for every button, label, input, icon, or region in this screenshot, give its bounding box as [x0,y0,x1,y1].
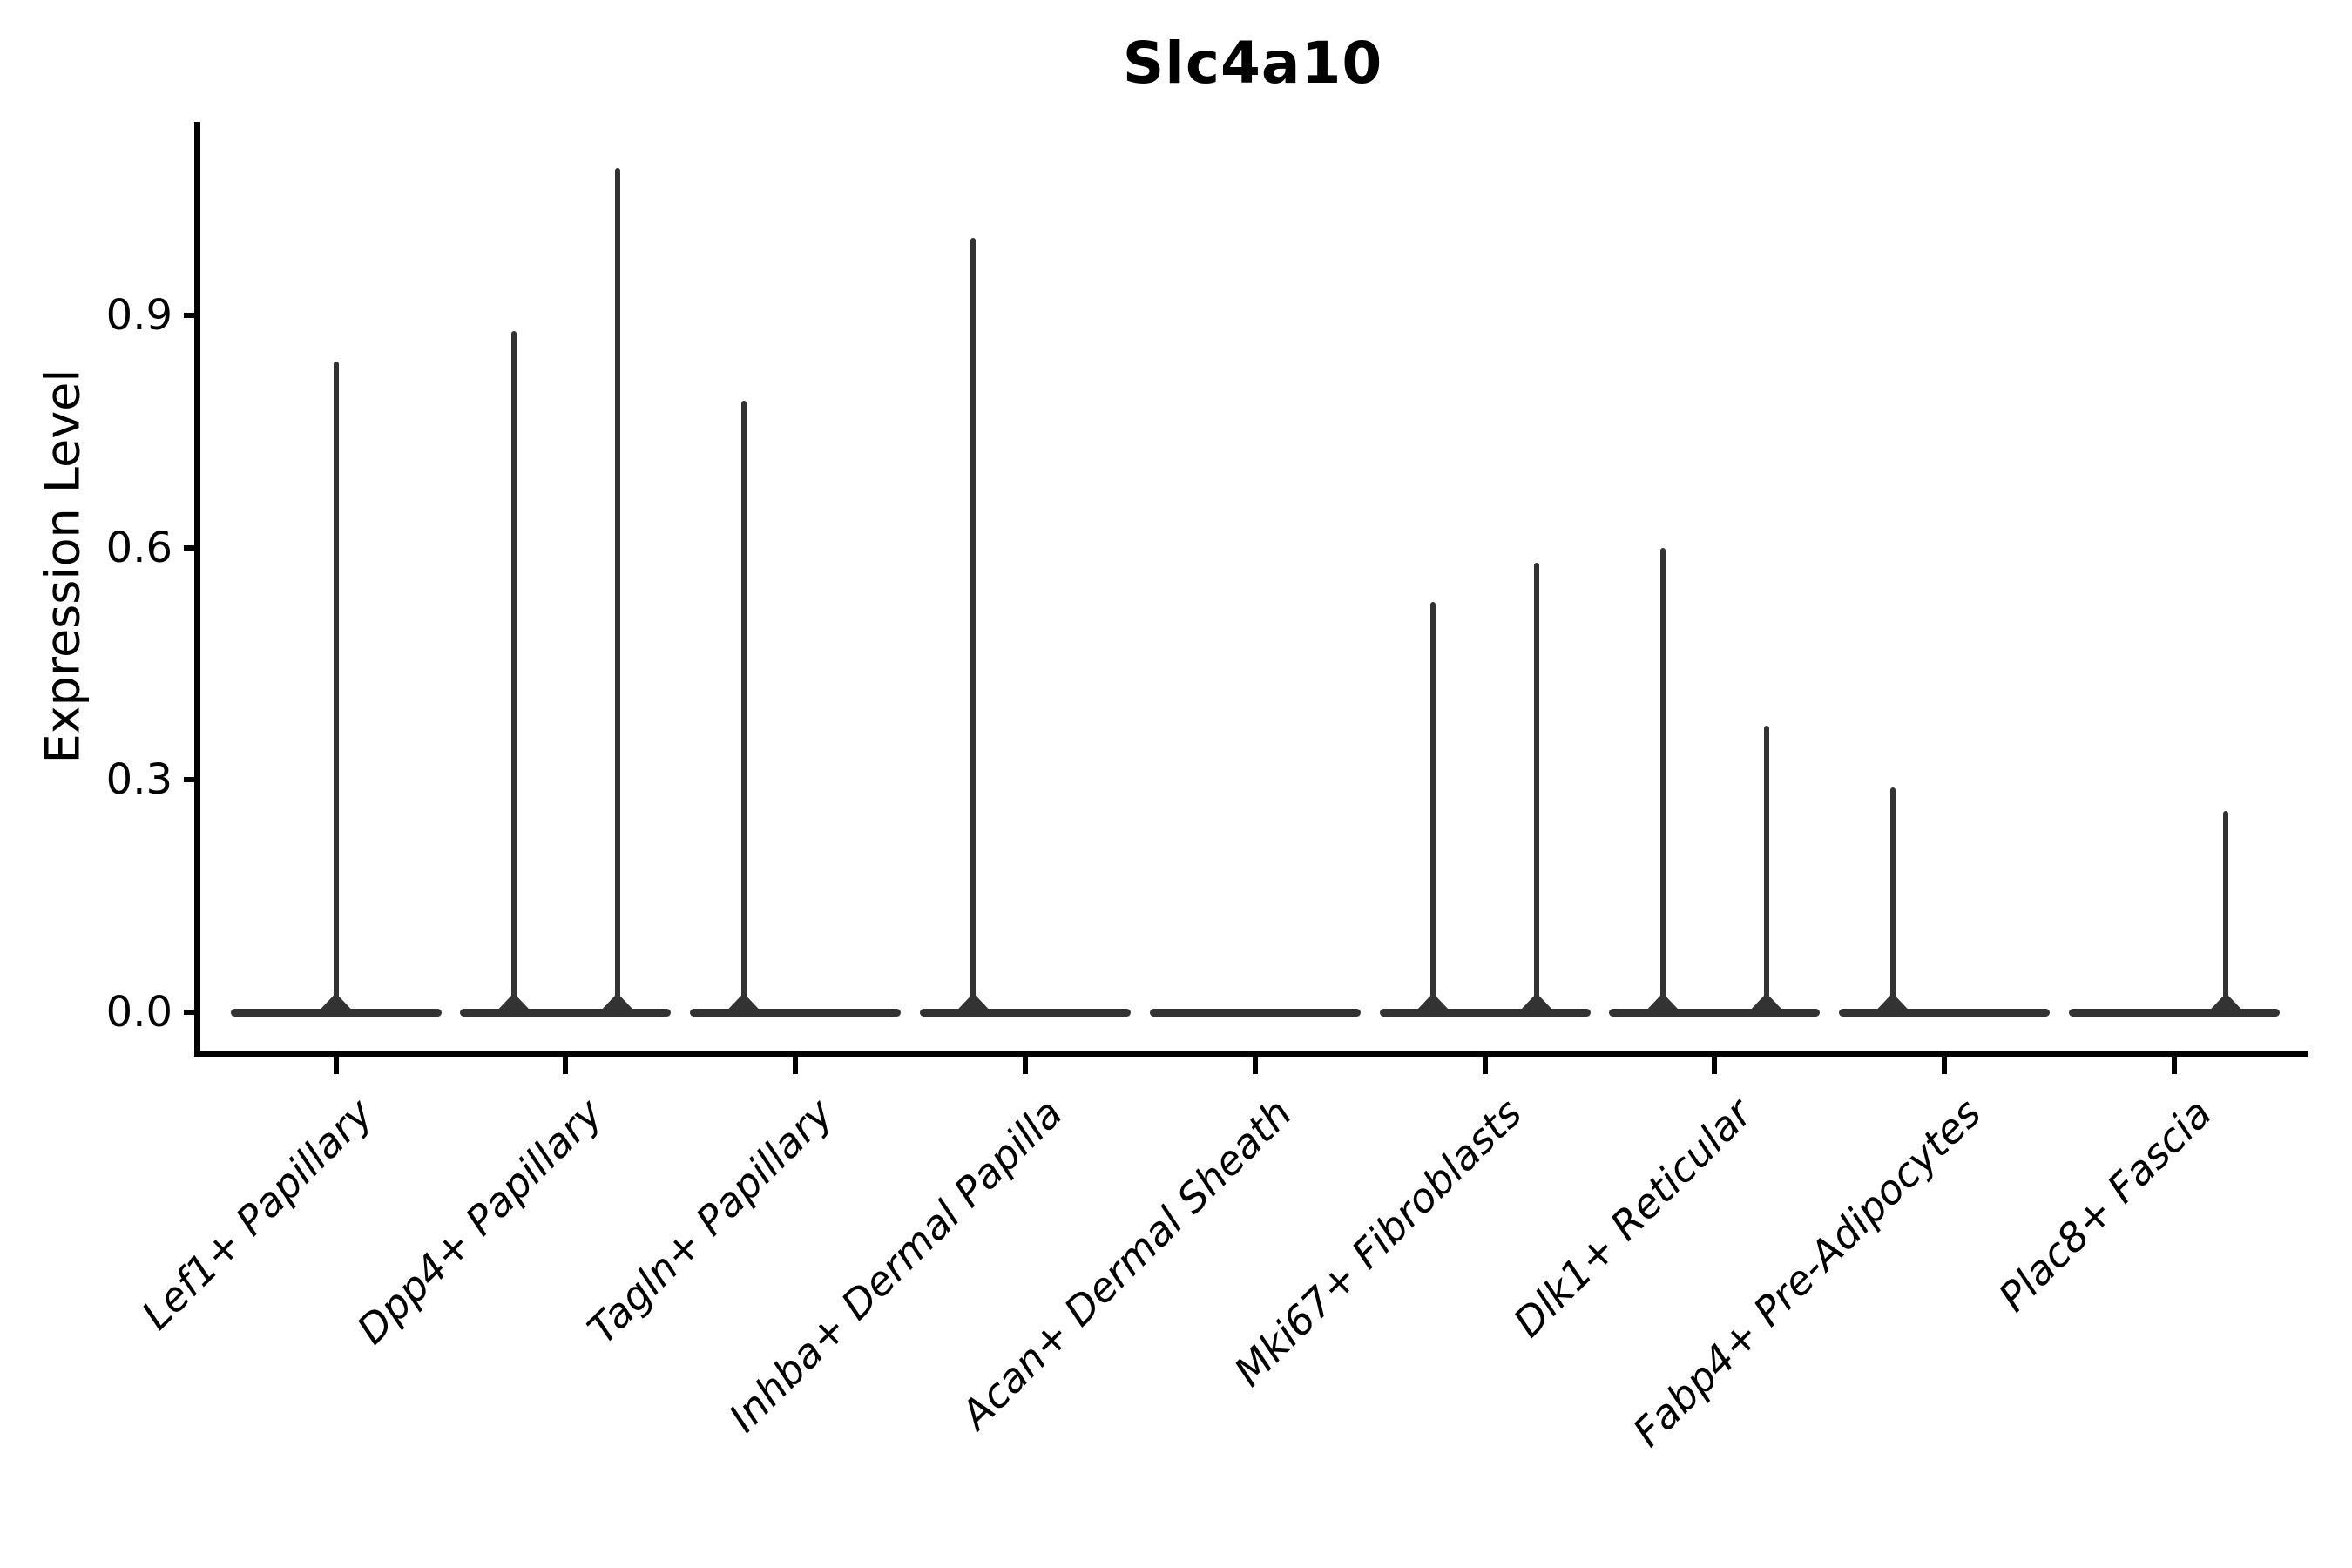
violin-body [1379,1008,1591,1017]
violin-body [690,1008,902,1017]
x-axis-spine [193,1050,2308,1057]
x-tick-label: Dlk1+ Reticular [1504,1089,1761,1347]
y-tick [184,544,197,551]
violin-spike [614,167,620,1012]
plot-title: Slc4a10 [1122,30,1383,97]
violin-spike [970,238,977,1012]
x-tick [333,1056,339,1074]
violin-spike [1534,563,1539,1012]
x-tick [2171,1056,2177,1074]
y-tick [184,1010,197,1015]
x-tick-label: Lef1+ Papillary [132,1089,382,1339]
violin-body [1149,1008,1361,1017]
violin-body [2068,1008,2280,1017]
y-tick [184,777,197,783]
violin-spike [2223,810,2229,1012]
x-tick [1942,1056,1948,1074]
violin-spike [1659,547,1666,1012]
violin-spike [1889,787,1896,1012]
violin-spike [740,400,747,1012]
x-tick [1482,1056,1488,1074]
violin-body [919,1008,1131,1017]
y-tick [184,312,197,318]
violin-body [230,1008,442,1017]
violin-spike [510,330,517,1012]
violin-body [1839,1008,2051,1017]
y-tick-label: 0.6 [105,523,172,572]
violin-body [460,1008,672,1017]
x-tick-label: Tagln+ Papillary [578,1089,841,1353]
x-tick [1712,1056,1718,1074]
y-axis-spine [193,122,200,1056]
violin-spike [1763,726,1769,1012]
y-tick-label: 0.0 [105,988,172,1037]
y-tick-label: 0.3 [105,755,172,805]
x-tick [793,1056,799,1074]
x-tick [563,1056,569,1074]
violin-body [1609,1008,1821,1017]
x-tick [1252,1056,1258,1074]
x-tick-label: Dpp4+ Papillary [348,1089,612,1354]
x-tick-label: Plac8+ Fascia [1989,1089,2220,1321]
violin-spike [333,362,339,1012]
x-tick [1022,1056,1028,1074]
y-tick-label: 0.9 [105,290,172,340]
violin-spike [1430,601,1436,1012]
